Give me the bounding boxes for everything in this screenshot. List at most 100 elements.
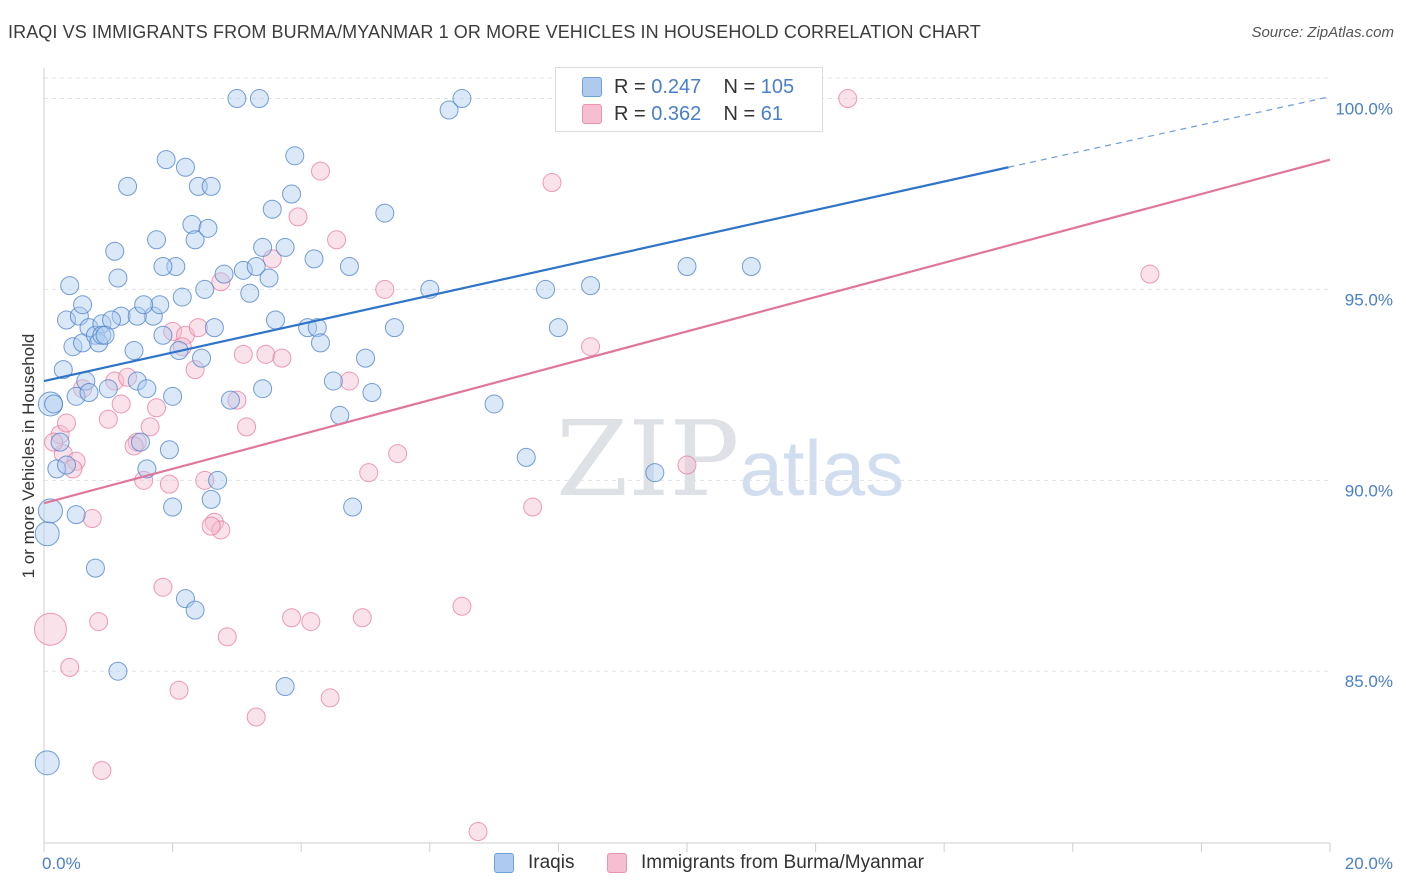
burma-point <box>185 360 205 380</box>
burma-point <box>272 348 292 368</box>
burma-point <box>581 337 601 357</box>
iraqis-point <box>159 440 179 460</box>
burma-point <box>288 207 308 227</box>
legend-r-label: R = <box>614 76 652 98</box>
burma-point <box>33 612 67 646</box>
burma-point <box>211 520 231 540</box>
burma-point <box>159 474 179 494</box>
burma-point <box>201 516 221 536</box>
burma-point <box>233 344 253 364</box>
series-iraqis-points <box>34 89 761 776</box>
iraqis-point <box>677 257 697 277</box>
iraqis-point <box>118 176 138 196</box>
iraqis-point <box>163 497 183 517</box>
iraqis-point <box>175 157 195 177</box>
iraqis-point <box>89 333 109 353</box>
burma-point <box>375 279 395 299</box>
iraqis-point <box>127 306 147 326</box>
iraqis-point <box>66 505 86 525</box>
iraqis-point <box>108 268 128 288</box>
burma-point <box>327 230 347 250</box>
burma-point <box>339 371 359 391</box>
iraqis-point <box>182 215 202 235</box>
iraqis-trend-line <box>43 166 1009 383</box>
iraqis-point <box>275 237 295 257</box>
iraqis-point <box>172 287 192 307</box>
burma-point <box>452 596 472 616</box>
iraqis-point <box>85 558 105 578</box>
iraqis-point <box>253 237 273 257</box>
bottom-swatch-burma <box>607 853 627 873</box>
iraqis-point <box>34 521 60 547</box>
iraqis-point <box>452 89 472 109</box>
iraqis-point <box>134 295 154 315</box>
iraqis-point <box>285 146 305 166</box>
iraqis-point <box>262 199 282 219</box>
burma-point <box>60 657 80 677</box>
legend-n-label: N = <box>723 76 761 98</box>
burma-point <box>98 409 118 429</box>
iraqis-point <box>53 360 73 380</box>
iraqis-point <box>201 489 221 509</box>
iraqis-point <box>214 264 234 284</box>
legend-n-value: 61 <box>760 103 784 125</box>
iraqis-point <box>127 371 147 391</box>
iraqis-point <box>220 390 240 410</box>
burma-point <box>147 398 167 418</box>
axes <box>43 68 1331 852</box>
correlation-legend: R = 0.247 N = 105 R = 0.362 N = 61 <box>555 67 823 132</box>
burma-point <box>92 760 112 780</box>
burma-point <box>211 272 231 292</box>
iraqis-point <box>163 386 183 406</box>
iraqis-point <box>265 310 285 330</box>
watermark: ZIPatlas <box>556 398 904 520</box>
iraqis-point <box>185 230 205 250</box>
source-credit: Source: ZipAtlas.com <box>1251 24 1394 41</box>
iraqis-point <box>50 432 70 452</box>
iraqis-point <box>516 447 536 467</box>
burma-point <box>256 344 276 364</box>
iraqis-point <box>375 203 395 223</box>
iraqis-point <box>108 661 128 681</box>
iraqis-point <box>201 176 221 196</box>
burma-point <box>204 512 224 532</box>
burma-point <box>82 508 102 528</box>
iraqis-point <box>536 279 556 299</box>
legend-n-value: 105 <box>760 76 795 98</box>
burma-point <box>468 822 488 842</box>
iraqis-point <box>79 383 99 403</box>
iraqis-point <box>137 459 157 479</box>
x-tick-label-max: 20.0% <box>1345 854 1393 873</box>
bottom-label-burma: Immigrants from Burma/Myanmar <box>641 852 924 873</box>
burma-point <box>44 432 64 452</box>
burma-point <box>105 371 125 391</box>
iraqis-point <box>195 279 215 299</box>
burma-point <box>153 577 173 597</box>
burma-point <box>57 413 77 433</box>
burma-point <box>140 417 160 437</box>
burma-point <box>352 608 372 628</box>
watermark-zip: ZIP <box>556 398 740 520</box>
iraqis-point <box>85 325 105 345</box>
axis-labels: 85.0% 90.0% 95.0% 100.0% 0.0% 20.0% 1 or more … <box>19 100 1393 873</box>
iraqis-point <box>95 325 115 345</box>
burma-point <box>169 680 189 700</box>
iraqis-point <box>253 379 273 399</box>
iraqis-point <box>130 432 150 452</box>
y-tick-label: 95.0% <box>1345 290 1393 309</box>
iraqis-point <box>307 318 327 338</box>
legend-swatch-burma <box>582 104 602 124</box>
iraqis-point <box>156 150 176 170</box>
trend-lines <box>43 96 1331 505</box>
iraqis-point <box>581 276 601 296</box>
iraqis-point <box>233 260 253 280</box>
legend-swatch-iraqis <box>582 77 602 97</box>
y-tick-label: 100.0% <box>1335 100 1393 119</box>
burma-point <box>320 688 340 708</box>
iraqis-point <box>198 218 218 238</box>
burma-point <box>388 444 408 464</box>
y-axis-title: 1 or more Vehicles in Household <box>19 334 38 579</box>
burma-point <box>310 161 330 181</box>
iraqis-point <box>34 750 60 776</box>
